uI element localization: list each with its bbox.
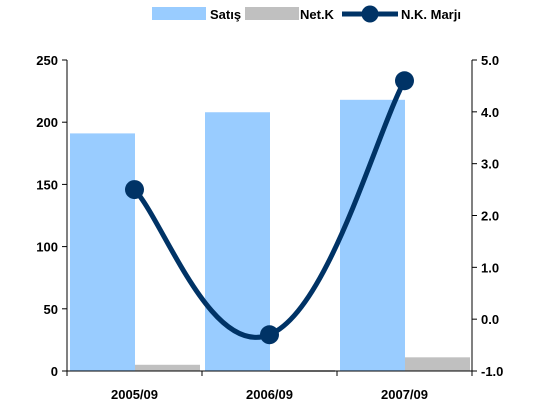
legend-swatch-net-k: [245, 7, 299, 20]
legend-swatch-marker: [361, 5, 379, 23]
tick-labels-layer: 0 50 100 150 200 250 -1.0 0.0 1.0 2.0 3.0 4.0 5.0 200…: [36, 53, 503, 402]
point-n-k-marji-2007-09: [395, 71, 414, 91]
y-left-tick-label: 250: [36, 53, 58, 68]
bar-net-k-2007-09: [405, 357, 470, 371]
bar-net-k-2005-09: [135, 364, 200, 371]
y-right-tick-label: 0.0: [481, 312, 499, 327]
x-tick-label: 2007/09: [381, 387, 428, 402]
y-right-tick-label: 5.0: [481, 53, 499, 68]
legend-label-net-k: Net.K: [300, 7, 335, 22]
y-left-tick-label: 100: [36, 240, 58, 255]
legend-label-n-k-marj-: N.K. Marjı: [401, 7, 461, 22]
x-tick-label: 2005/09: [111, 387, 158, 402]
legend-swatch-sat-: [152, 7, 206, 20]
y-right-tick-label: -1.0: [481, 364, 503, 379]
bars-layer: [70, 99, 470, 372]
y-right-tick-label: 2.0: [481, 209, 499, 224]
y-left-tick-label: 0: [51, 364, 58, 379]
y-left-tick-label: 150: [36, 177, 58, 192]
x-tick-label: 2006/09: [246, 387, 293, 402]
line-layer: [125, 71, 414, 345]
legend: Satış Net.K N.K. Marjı: [152, 5, 461, 23]
axes-layer: [62, 59, 477, 376]
y-right-tick-label: 3.0: [481, 157, 499, 172]
bar-sat--2006-09: [205, 112, 270, 372]
point-n-k-marji-2005-09: [125, 180, 144, 200]
point-n-k-marji-2006-09: [260, 325, 279, 345]
y-left-tick-label: 200: [36, 115, 58, 130]
y-left-tick-label: 50: [44, 302, 58, 317]
y-right-tick-label: 4.0: [481, 105, 499, 120]
bar-sat--2007-09: [340, 99, 405, 372]
y-right-tick-label: 1.0: [481, 260, 499, 275]
legend-label-sat-: Satış: [210, 7, 241, 22]
bar-sat--2005-09: [70, 133, 135, 371]
